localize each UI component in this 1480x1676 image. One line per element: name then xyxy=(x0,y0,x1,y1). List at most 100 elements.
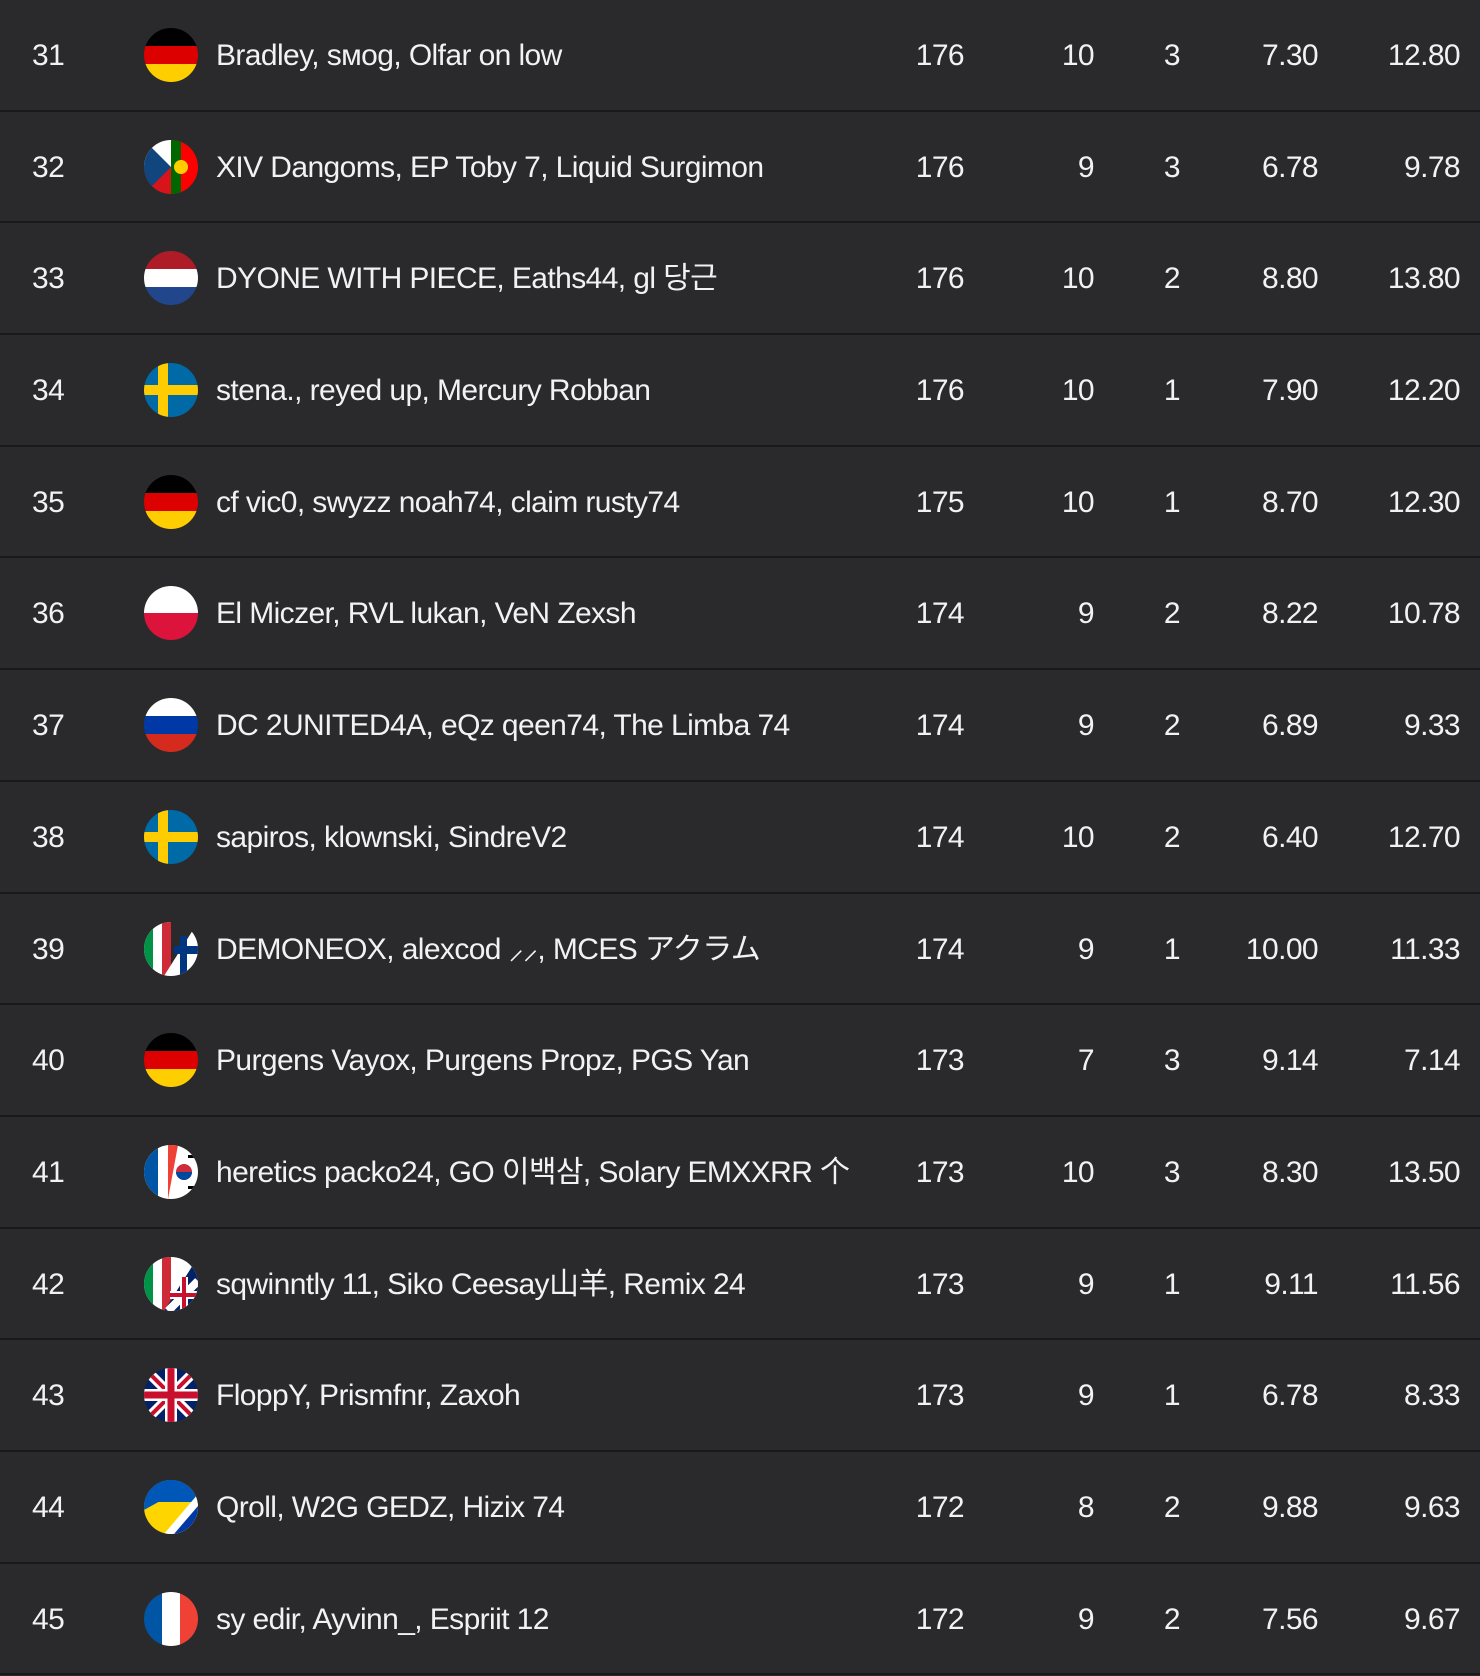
table-row[interactable]: 38 sapiros, klownski, SindreV2 174 10 2 … xyxy=(0,781,1480,894)
wins-cell: 2 xyxy=(1163,820,1181,854)
points-cell: 174 xyxy=(915,709,965,743)
average-cell: 7.90 xyxy=(1262,374,1319,408)
sweden-flag-icon xyxy=(144,363,198,418)
france-flag-icon xyxy=(144,1591,198,1646)
kills-cell: 8 xyxy=(1077,1490,1095,1524)
points-cell: 174 xyxy=(915,932,965,966)
sweden-flag-icon xyxy=(144,809,198,864)
rank-cell: 31 xyxy=(32,39,65,72)
team-players[interactable]: El Miczer, RVL lukan, VeN Zexsh xyxy=(216,597,637,631)
table-row[interactable]: 36 El Miczer, RVL lukan, VeN Zexsh 174 9… xyxy=(0,558,1480,671)
czech-portugal-flag-icon xyxy=(144,139,198,194)
table-row[interactable]: 41 heretics packo24, GO 이백삼, Solary EMXX… xyxy=(0,1116,1480,1229)
ratio-cell: 13.80 xyxy=(1387,262,1461,296)
table-row[interactable]: 37 DC 2UNITED4A, eQz qeen74, The Limba 7… xyxy=(0,670,1480,782)
team-players[interactable]: DC 2UNITED4A, eQz qeen74, The Limba 74 xyxy=(216,709,790,743)
germany-flag-icon xyxy=(144,28,198,82)
rank-cell: 44 xyxy=(32,1490,65,1524)
points-cell: 176 xyxy=(915,39,965,72)
rank-cell: 32 xyxy=(32,150,65,184)
wins-cell: 3 xyxy=(1163,39,1181,72)
france-korea-flag-icon xyxy=(144,1144,198,1199)
table-row[interactable]: 45 sy edir, Ayvinn_, Espriit 12 172 9 2 … xyxy=(0,1563,1480,1676)
wins-cell: 2 xyxy=(1163,1602,1181,1636)
russia-flag-icon xyxy=(144,698,198,753)
kills-cell: 10 xyxy=(1061,262,1095,296)
team-players[interactable]: XIV Dangoms, EP Toby 7, Liquid Surgimon xyxy=(216,150,764,184)
uk-flag-icon xyxy=(144,1368,198,1423)
table-row[interactable]: 43 FloppY, Prismfnr, Zaxoh 173 9 1 6.78 … xyxy=(0,1340,1480,1452)
kills-cell: 10 xyxy=(1061,39,1095,72)
kills-cell: 9 xyxy=(1077,150,1095,184)
table-row[interactable]: 35 cf vic0, swyzz noah74, claim rusty74 … xyxy=(0,446,1480,559)
table-row[interactable]: 42 sqwinntly 11, Siko Ceesay山羊, Remix 24… xyxy=(0,1228,1480,1341)
team-players[interactable]: Qroll, W2G GEDZ, Hizix 74 xyxy=(216,1490,565,1524)
rank-cell: 42 xyxy=(32,1267,65,1301)
italy-finland-flag-icon xyxy=(144,921,198,976)
team-players[interactable]: stena., reyed up, Mercury Robban xyxy=(216,374,651,408)
rank-cell: 33 xyxy=(32,262,65,296)
average-cell: 6.78 xyxy=(1262,150,1319,184)
kills-cell: 9 xyxy=(1077,709,1095,743)
ratio-cell: 12.80 xyxy=(1387,39,1461,72)
kills-cell: 9 xyxy=(1077,1267,1095,1301)
poland-flag-icon xyxy=(144,586,198,641)
wins-cell: 1 xyxy=(1163,1379,1181,1413)
rank-cell: 40 xyxy=(32,1044,65,1078)
ukraine-russia-flag-icon xyxy=(144,1479,198,1534)
table-row[interactable]: 39 DEMONEOX, alexcod ⸝⸝, MCES アクラム 174 9… xyxy=(0,893,1480,1006)
kills-cell: 10 xyxy=(1061,485,1095,519)
team-players[interactable]: sapiros, klownski, SindreV2 xyxy=(216,820,567,854)
rank-cell: 36 xyxy=(32,597,65,631)
kills-cell: 10 xyxy=(1061,1155,1095,1189)
table-row[interactable]: 33 DYONE WITH PIECE, Eaths44, gl 당근 176 … xyxy=(0,223,1480,336)
wins-cell: 2 xyxy=(1163,262,1181,296)
average-cell: 8.80 xyxy=(1262,262,1319,296)
rank-cell: 41 xyxy=(32,1155,65,1189)
team-players[interactable]: sqwinntly 11, Siko Ceesay山羊, Remix 24 xyxy=(216,1267,746,1301)
table-row[interactable]: 31 Bradley, sмog, Olfar on low 176 10 3 … xyxy=(0,0,1480,112)
team-players[interactable]: sy edir, Ayvinn_, Espriit 12 xyxy=(216,1602,549,1636)
team-players[interactable]: Bradley, sмog, Olfar on low xyxy=(216,39,562,72)
team-players[interactable]: FloppY, Prismfnr, Zaxoh xyxy=(216,1379,521,1413)
table-row[interactable]: 40 Purgens Vayox, Purgens Propz, PGS Yan… xyxy=(0,1005,1480,1117)
wins-cell: 1 xyxy=(1163,932,1181,966)
ratio-cell: 12.20 xyxy=(1387,374,1461,408)
rank-cell: 43 xyxy=(32,1379,65,1413)
average-cell: 7.30 xyxy=(1262,39,1319,72)
ratio-cell: 11.56 xyxy=(1390,1267,1460,1301)
average-cell: 9.11 xyxy=(1264,1267,1318,1301)
average-cell: 9.88 xyxy=(1262,1490,1319,1524)
points-cell: 176 xyxy=(915,262,965,296)
team-players[interactable]: cf vic0, swyzz noah74, claim rusty74 xyxy=(216,485,680,519)
rank-cell: 35 xyxy=(32,485,65,519)
points-cell: 172 xyxy=(915,1490,965,1524)
points-cell: 176 xyxy=(915,374,965,408)
kills-cell: 9 xyxy=(1077,932,1095,966)
team-players[interactable]: heretics packo24, GO 이백삼, Solary EMXXRR … xyxy=(216,1155,850,1189)
points-cell: 172 xyxy=(915,1602,965,1636)
kills-cell: 9 xyxy=(1077,597,1095,631)
table-row[interactable]: 34 stena., reyed up, Mercury Robban 176 … xyxy=(0,335,1480,447)
team-players[interactable]: DYONE WITH PIECE, Eaths44, gl 당근 xyxy=(216,262,718,296)
ratio-cell: 12.30 xyxy=(1387,485,1461,519)
italy-uk-flag-icon xyxy=(144,1256,198,1311)
ratio-cell: 7.14 xyxy=(1404,1044,1461,1078)
rank-cell: 34 xyxy=(32,374,65,408)
netherlands-flag-icon xyxy=(144,251,198,306)
wins-cell: 1 xyxy=(1163,1267,1181,1301)
rank-cell: 37 xyxy=(32,709,65,743)
points-cell: 173 xyxy=(915,1379,965,1413)
wins-cell: 3 xyxy=(1163,1155,1181,1189)
team-players[interactable]: Purgens Vayox, Purgens Propz, PGS Yan xyxy=(216,1044,750,1078)
wins-cell: 3 xyxy=(1163,150,1181,184)
table-row[interactable]: 32 XIV Dangoms, EP Toby 7, Liquid Surgim… xyxy=(0,111,1480,224)
team-players[interactable]: DEMONEOX, alexcod ⸝⸝, MCES アクラム xyxy=(216,932,761,966)
points-cell: 174 xyxy=(915,820,965,854)
average-cell: 7.56 xyxy=(1262,1602,1319,1636)
average-cell: 9.14 xyxy=(1262,1044,1319,1078)
wins-cell: 2 xyxy=(1163,1490,1181,1524)
wins-cell: 2 xyxy=(1163,709,1181,743)
table-row[interactable]: 44 Qroll, W2G GEDZ, Hizix 74 172 8 2 9.8… xyxy=(0,1451,1480,1564)
